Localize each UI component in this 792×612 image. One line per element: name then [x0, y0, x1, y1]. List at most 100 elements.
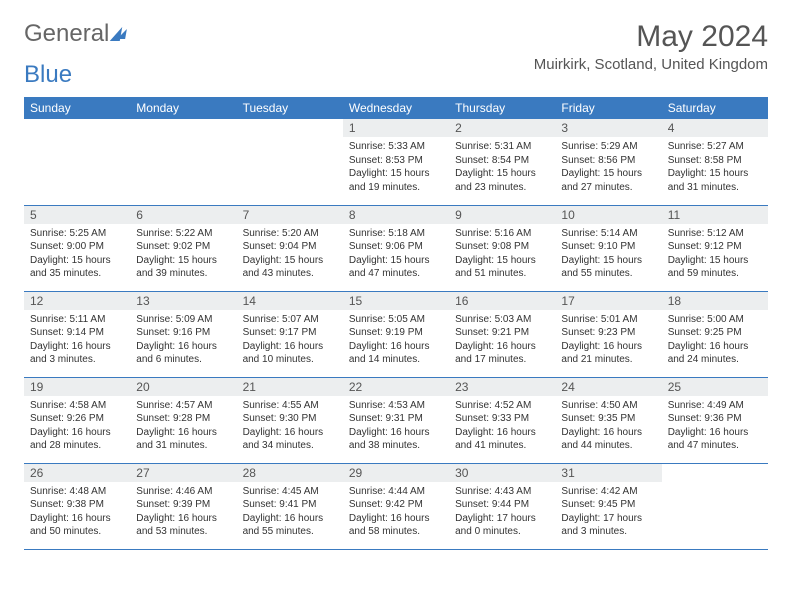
day-details: Sunrise: 5:29 AMSunset: 8:56 PMDaylight:… [555, 137, 661, 198]
day-details: Sunrise: 5:25 AMSunset: 9:00 PMDaylight:… [24, 224, 130, 285]
calendar-week-row: 19Sunrise: 4:58 AMSunset: 9:26 PMDayligh… [24, 377, 768, 463]
day-number: 1 [343, 119, 449, 137]
calendar-week-row: 26Sunrise: 4:48 AMSunset: 9:38 PMDayligh… [24, 463, 768, 549]
day-details: Sunrise: 5:12 AMSunset: 9:12 PMDaylight:… [662, 224, 768, 285]
day-number: 19 [24, 378, 130, 396]
weekday-header: Tuesday [237, 97, 343, 119]
logo: General [24, 20, 126, 48]
location-text: Muirkirk, Scotland, United Kingdom [534, 56, 768, 73]
day-number: 14 [237, 292, 343, 310]
month-title: May 2024 [534, 20, 768, 54]
day-details: Sunrise: 4:53 AMSunset: 9:31 PMDaylight:… [343, 396, 449, 457]
day-number: 24 [555, 378, 661, 396]
day-number [130, 119, 236, 123]
calendar-day-cell: 21Sunrise: 4:55 AMSunset: 9:30 PMDayligh… [237, 377, 343, 463]
calendar-day-cell: 9Sunrise: 5:16 AMSunset: 9:08 PMDaylight… [449, 205, 555, 291]
calendar-body: 1Sunrise: 5:33 AMSunset: 8:53 PMDaylight… [24, 119, 768, 549]
calendar-week-row: 5Sunrise: 5:25 AMSunset: 9:00 PMDaylight… [24, 205, 768, 291]
day-details: Sunrise: 4:52 AMSunset: 9:33 PMDaylight:… [449, 396, 555, 457]
day-number: 11 [662, 206, 768, 224]
calendar-day-cell: 17Sunrise: 5:01 AMSunset: 9:23 PMDayligh… [555, 291, 661, 377]
day-details: Sunrise: 5:09 AMSunset: 9:16 PMDaylight:… [130, 310, 236, 371]
day-number: 2 [449, 119, 555, 137]
day-number: 8 [343, 206, 449, 224]
day-number: 25 [662, 378, 768, 396]
day-details: Sunrise: 5:07 AMSunset: 9:17 PMDaylight:… [237, 310, 343, 371]
day-number: 5 [24, 206, 130, 224]
calendar-day-cell: 25Sunrise: 4:49 AMSunset: 9:36 PMDayligh… [662, 377, 768, 463]
day-number: 13 [130, 292, 236, 310]
calendar-day-cell: 2Sunrise: 5:31 AMSunset: 8:54 PMDaylight… [449, 119, 555, 205]
day-details: Sunrise: 5:14 AMSunset: 9:10 PMDaylight:… [555, 224, 661, 285]
day-details: Sunrise: 4:55 AMSunset: 9:30 PMDaylight:… [237, 396, 343, 457]
calendar-day-cell: 1Sunrise: 5:33 AMSunset: 8:53 PMDaylight… [343, 119, 449, 205]
calendar-day-cell: 7Sunrise: 5:20 AMSunset: 9:04 PMDaylight… [237, 205, 343, 291]
calendar-day-cell [662, 463, 768, 549]
day-number: 10 [555, 206, 661, 224]
day-details: Sunrise: 5:31 AMSunset: 8:54 PMDaylight:… [449, 137, 555, 198]
logo-text-1: General [24, 20, 109, 48]
day-details: Sunrise: 4:46 AMSunset: 9:39 PMDaylight:… [130, 482, 236, 543]
calendar-day-cell: 20Sunrise: 4:57 AMSunset: 9:28 PMDayligh… [130, 377, 236, 463]
calendar-week-row: 12Sunrise: 5:11 AMSunset: 9:14 PMDayligh… [24, 291, 768, 377]
day-number: 17 [555, 292, 661, 310]
day-number: 31 [555, 464, 661, 482]
weekday-header: Wednesday [343, 97, 449, 119]
day-details: Sunrise: 5:01 AMSunset: 9:23 PMDaylight:… [555, 310, 661, 371]
calendar-day-cell: 14Sunrise: 5:07 AMSunset: 9:17 PMDayligh… [237, 291, 343, 377]
day-number: 28 [237, 464, 343, 482]
day-details: Sunrise: 5:27 AMSunset: 8:58 PMDaylight:… [662, 137, 768, 198]
calendar-day-cell: 31Sunrise: 4:42 AMSunset: 9:45 PMDayligh… [555, 463, 661, 549]
day-details: Sunrise: 4:58 AMSunset: 9:26 PMDaylight:… [24, 396, 130, 457]
calendar-day-cell: 11Sunrise: 5:12 AMSunset: 9:12 PMDayligh… [662, 205, 768, 291]
day-details: Sunrise: 5:16 AMSunset: 9:08 PMDaylight:… [449, 224, 555, 285]
day-details: Sunrise: 4:57 AMSunset: 9:28 PMDaylight:… [130, 396, 236, 457]
calendar-day-cell: 16Sunrise: 5:03 AMSunset: 9:21 PMDayligh… [449, 291, 555, 377]
day-number: 15 [343, 292, 449, 310]
calendar-day-cell: 22Sunrise: 4:53 AMSunset: 9:31 PMDayligh… [343, 377, 449, 463]
day-number: 16 [449, 292, 555, 310]
day-details: Sunrise: 4:42 AMSunset: 9:45 PMDaylight:… [555, 482, 661, 543]
day-number: 26 [24, 464, 130, 482]
day-details: Sunrise: 4:48 AMSunset: 9:38 PMDaylight:… [24, 482, 130, 543]
weekday-header: Saturday [662, 97, 768, 119]
calendar-day-cell: 6Sunrise: 5:22 AMSunset: 9:02 PMDaylight… [130, 205, 236, 291]
day-number [24, 119, 130, 123]
calendar-day-cell: 12Sunrise: 5:11 AMSunset: 9:14 PMDayligh… [24, 291, 130, 377]
calendar-day-cell: 8Sunrise: 5:18 AMSunset: 9:06 PMDaylight… [343, 205, 449, 291]
day-details: Sunrise: 4:49 AMSunset: 9:36 PMDaylight:… [662, 396, 768, 457]
day-number: 30 [449, 464, 555, 482]
day-number: 4 [662, 119, 768, 137]
calendar-day-cell: 10Sunrise: 5:14 AMSunset: 9:10 PMDayligh… [555, 205, 661, 291]
calendar-day-cell [237, 119, 343, 205]
weekday-header: Friday [555, 97, 661, 119]
calendar-day-cell: 15Sunrise: 5:05 AMSunset: 9:19 PMDayligh… [343, 291, 449, 377]
day-number: 27 [130, 464, 236, 482]
day-details: Sunrise: 4:50 AMSunset: 9:35 PMDaylight:… [555, 396, 661, 457]
day-details: Sunrise: 5:00 AMSunset: 9:25 PMDaylight:… [662, 310, 768, 371]
day-details: Sunrise: 4:44 AMSunset: 9:42 PMDaylight:… [343, 482, 449, 543]
day-number: 20 [130, 378, 236, 396]
calendar-day-cell: 29Sunrise: 4:44 AMSunset: 9:42 PMDayligh… [343, 463, 449, 549]
calendar-week-row: 1Sunrise: 5:33 AMSunset: 8:53 PMDaylight… [24, 119, 768, 205]
calendar-day-cell: 4Sunrise: 5:27 AMSunset: 8:58 PMDaylight… [662, 119, 768, 205]
logo-text-2: Blue [24, 61, 72, 89]
day-number [237, 119, 343, 123]
weekday-header: Sunday [24, 97, 130, 119]
calendar-table: SundayMondayTuesdayWednesdayThursdayFrid… [24, 97, 768, 550]
calendar-day-cell: 27Sunrise: 4:46 AMSunset: 9:39 PMDayligh… [130, 463, 236, 549]
day-details: Sunrise: 5:22 AMSunset: 9:02 PMDaylight:… [130, 224, 236, 285]
day-number [662, 464, 768, 468]
logo-triangle-icon [118, 29, 128, 39]
calendar-day-cell: 30Sunrise: 4:43 AMSunset: 9:44 PMDayligh… [449, 463, 555, 549]
calendar-day-cell: 3Sunrise: 5:29 AMSunset: 8:56 PMDaylight… [555, 119, 661, 205]
weekday-header: Thursday [449, 97, 555, 119]
calendar-day-cell: 26Sunrise: 4:48 AMSunset: 9:38 PMDayligh… [24, 463, 130, 549]
day-number: 23 [449, 378, 555, 396]
day-number: 6 [130, 206, 236, 224]
day-details: Sunrise: 5:11 AMSunset: 9:14 PMDaylight:… [24, 310, 130, 371]
day-details: Sunrise: 5:20 AMSunset: 9:04 PMDaylight:… [237, 224, 343, 285]
calendar-day-cell [24, 119, 130, 205]
calendar-day-cell: 23Sunrise: 4:52 AMSunset: 9:33 PMDayligh… [449, 377, 555, 463]
day-details: Sunrise: 5:18 AMSunset: 9:06 PMDaylight:… [343, 224, 449, 285]
